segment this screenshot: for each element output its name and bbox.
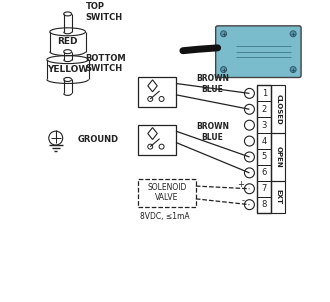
Text: 8VDC, ≤1mA: 8VDC, ≤1mA: [140, 212, 190, 221]
Text: BLUE: BLUE: [202, 85, 224, 94]
Text: 6: 6: [262, 168, 267, 177]
Bar: [138, 78, 176, 107]
Bar: [257, 149, 271, 165]
Text: 1: 1: [262, 89, 267, 98]
Text: BLUE: BLUE: [202, 133, 224, 142]
Text: BROWN: BROWN: [196, 74, 229, 83]
Text: -: -: [242, 196, 245, 205]
Text: RED: RED: [57, 37, 78, 46]
Bar: [257, 85, 271, 101]
Bar: [257, 165, 271, 181]
Text: +: +: [238, 180, 245, 189]
Bar: [257, 117, 271, 133]
FancyBboxPatch shape: [216, 26, 301, 78]
Text: 5: 5: [262, 153, 267, 162]
Bar: [271, 133, 285, 181]
Circle shape: [221, 66, 227, 72]
Text: TOP
SWITCH: TOP SWITCH: [85, 2, 123, 22]
Circle shape: [221, 31, 227, 37]
Bar: [257, 197, 271, 213]
Text: 7: 7: [262, 184, 267, 193]
Bar: [257, 133, 271, 149]
Text: 3: 3: [262, 121, 267, 130]
Text: BROWN: BROWN: [196, 122, 229, 131]
Text: YELLOW: YELLOW: [47, 65, 88, 74]
Bar: [257, 85, 271, 213]
Text: 8: 8: [262, 200, 267, 209]
Text: 2: 2: [262, 105, 267, 114]
Bar: [138, 179, 196, 207]
Bar: [257, 101, 271, 117]
Text: SOLENOID
VALVE: SOLENOID VALVE: [147, 183, 187, 202]
Bar: [271, 181, 285, 213]
Text: GROUND: GROUND: [78, 135, 119, 143]
Text: EXT: EXT: [275, 189, 281, 204]
Bar: [138, 125, 176, 155]
Bar: [257, 181, 271, 197]
Circle shape: [290, 31, 296, 37]
Text: BOTTOM
SWITCH: BOTTOM SWITCH: [85, 54, 126, 73]
Text: 4: 4: [262, 137, 267, 146]
Text: CLOSED: CLOSED: [275, 94, 281, 125]
Text: OPEN: OPEN: [275, 146, 281, 168]
Circle shape: [290, 66, 296, 72]
Bar: [271, 85, 285, 133]
